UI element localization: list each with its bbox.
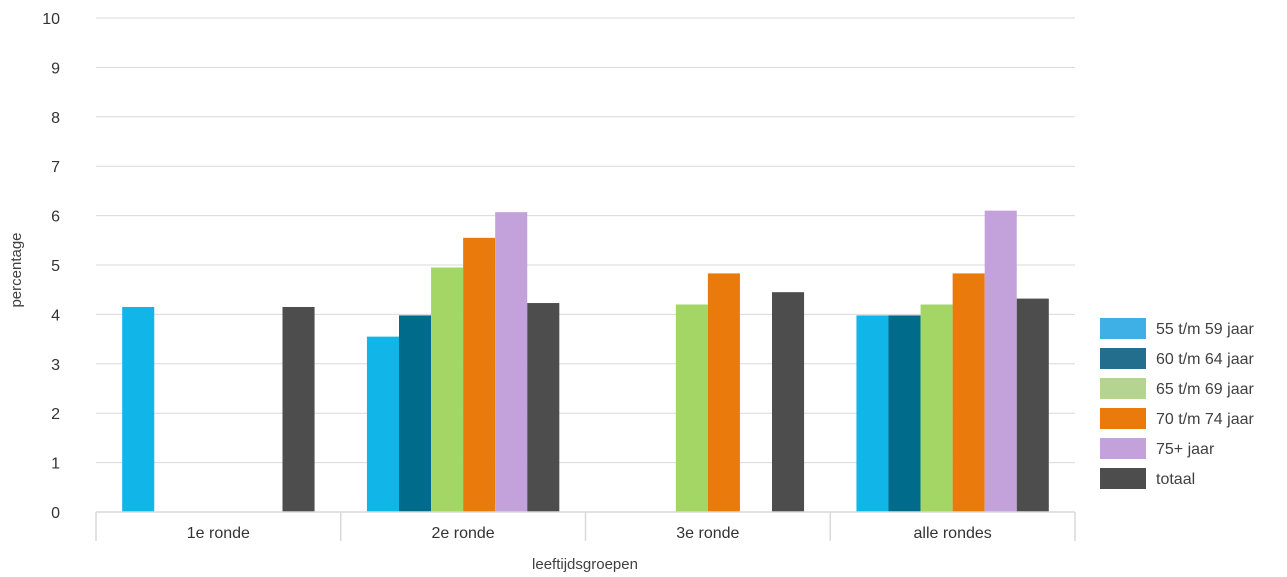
category-label: 3e ronde (676, 525, 739, 542)
x-axis-title: leeftijdsgroepen (532, 556, 638, 573)
bar (463, 237, 496, 512)
bar (952, 273, 985, 512)
category-label: 1e ronde (187, 525, 250, 542)
legend-label: 60 t/m 64 jaar (1156, 351, 1255, 368)
y-tick-label: 2 (51, 406, 60, 423)
y-tick-label: 9 (51, 60, 60, 77)
legend-swatch (1100, 468, 1146, 489)
y-tick-label: 0 (51, 505, 60, 522)
x-axis-category-labels: 1e ronde 2e ronde 3e ronde alle rondes (187, 525, 992, 542)
bar (495, 212, 528, 512)
bar (675, 304, 708, 512)
y-tick-label: 3 (51, 357, 60, 374)
legend-label: totaal (1156, 471, 1195, 488)
y-tick-label: 5 (51, 258, 60, 275)
bar (888, 315, 921, 512)
y-tick-label: 8 (51, 110, 60, 127)
bar (707, 273, 740, 512)
y-tick-label: 6 (51, 209, 60, 226)
category-label: alle rondes (913, 525, 991, 542)
legend-label: 65 t/m 69 jaar (1156, 381, 1255, 398)
category-label: 2e ronde (432, 525, 495, 542)
bar (527, 303, 560, 512)
bar (122, 306, 155, 512)
y-axis-tick-labels: 0 1 2 3 4 5 6 7 8 9 10 (42, 11, 60, 522)
legend-swatch (1100, 348, 1146, 369)
y-tick-label: 10 (42, 11, 60, 28)
legend-label: 55 t/m 59 jaar (1156, 321, 1255, 338)
legend-swatch (1100, 378, 1146, 399)
x-axis (95, 511, 1076, 541)
bar (856, 315, 889, 512)
legend: 55 t/m 59 jaar 60 t/m 64 jaar 65 t/m 69 ja… (1100, 318, 1255, 489)
bar (282, 306, 315, 512)
gridlines (96, 17, 1075, 513)
y-axis-title: percentage (8, 232, 25, 307)
bar (771, 292, 805, 512)
legend-label: 75+ jaar (1156, 441, 1215, 458)
y-tick-label: 4 (51, 307, 60, 324)
bar (399, 315, 432, 512)
legend-swatch (1100, 318, 1146, 339)
bars (122, 210, 1049, 512)
legend-swatch (1100, 408, 1146, 429)
bar (984, 210, 1017, 512)
bar (1016, 298, 1049, 512)
y-tick-label: 7 (51, 159, 60, 176)
legend-swatch (1100, 438, 1146, 459)
bar (366, 336, 400, 512)
bar (920, 304, 953, 512)
bar (431, 267, 464, 512)
legend-label: 70 t/m 74 jaar (1156, 411, 1255, 428)
y-tick-label: 1 (51, 456, 60, 473)
